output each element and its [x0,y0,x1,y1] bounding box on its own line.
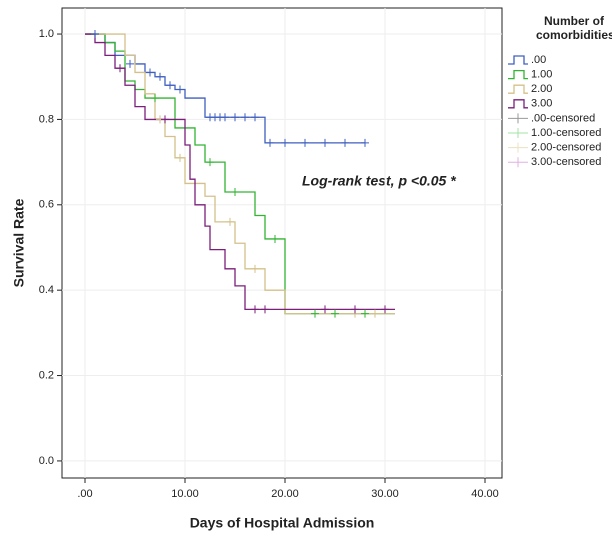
legend-label: 1.00 [531,69,552,81]
censor-mark [251,305,259,314]
y-axis-label: Survival Rate [11,198,27,287]
censor-mark [231,187,239,196]
censor-mark [301,138,309,147]
censor-mark [126,59,134,68]
legend-swatch [508,99,528,109]
censor-mark [226,217,234,226]
censor-mark [251,264,259,273]
legend-swatch [508,128,528,138]
legend-label: 2.00-censored [531,142,601,154]
censor-mark [176,153,184,162]
legend-label: .00-censored [531,112,595,124]
legend-swatch [508,113,528,124]
censor-mark [241,113,249,122]
legend-swatch [508,69,528,80]
censor-mark [311,309,319,318]
legend-label: 3.00 [531,98,552,110]
legend-swatch [508,55,528,65]
x-tick-label: 10.00 [171,488,199,500]
censor-mark [361,138,369,147]
legend-swatch [508,142,528,153]
censor-mark [321,138,329,147]
censor-mark [231,113,239,122]
censor-mark [221,113,229,122]
survival-line [85,33,395,311]
x-tick-label: 40.00 [471,488,499,500]
y-tick-label: 0.8 [39,113,54,125]
censor-mark [156,72,164,81]
censor-mark [341,138,349,147]
censor-mark [161,115,169,124]
legend-swatch [508,84,528,94]
legend-swatch [508,157,528,168]
plot-frame [61,7,503,479]
censor-mark [266,138,274,147]
x-tick-label: 20.00 [271,488,299,500]
x-tick-label: 30.00 [371,488,399,500]
censor-mark [281,138,289,147]
censor-mark [176,85,184,94]
y-tick-label: 1.0 [39,28,54,40]
censor-mark [361,309,369,318]
censor-mark [151,94,159,103]
censor-mark [381,305,389,314]
legend-title: Number of comorbidities [536,14,612,42]
y-tick-label: 0.0 [39,455,54,467]
legend-label: 1.00-censored [531,127,601,139]
censor-mark [261,305,269,314]
x-tick-label: .00 [77,488,92,500]
annotation: Log-rank test, p <0.05 * [302,173,456,189]
censor-mark [331,309,339,318]
legend-label: .00 [531,54,546,66]
censor-mark [116,64,124,73]
legend-label: 2.00 [531,83,552,95]
censor-mark [321,305,329,314]
censor-mark [251,113,259,122]
censor-mark [166,81,174,90]
censor-mark [351,305,359,314]
censor-mark [91,30,99,39]
censor-mark [146,68,154,77]
censor-mark [271,234,279,243]
x-axis-label: Days of Hospital Admission [190,515,375,531]
y-tick-label: 0.2 [39,369,54,381]
censor-mark [206,158,214,167]
censor-mark [371,309,379,318]
y-tick-label: 0.6 [39,199,54,211]
legend-label: 3.00-censored [531,156,601,168]
y-tick-label: 0.4 [39,284,54,296]
